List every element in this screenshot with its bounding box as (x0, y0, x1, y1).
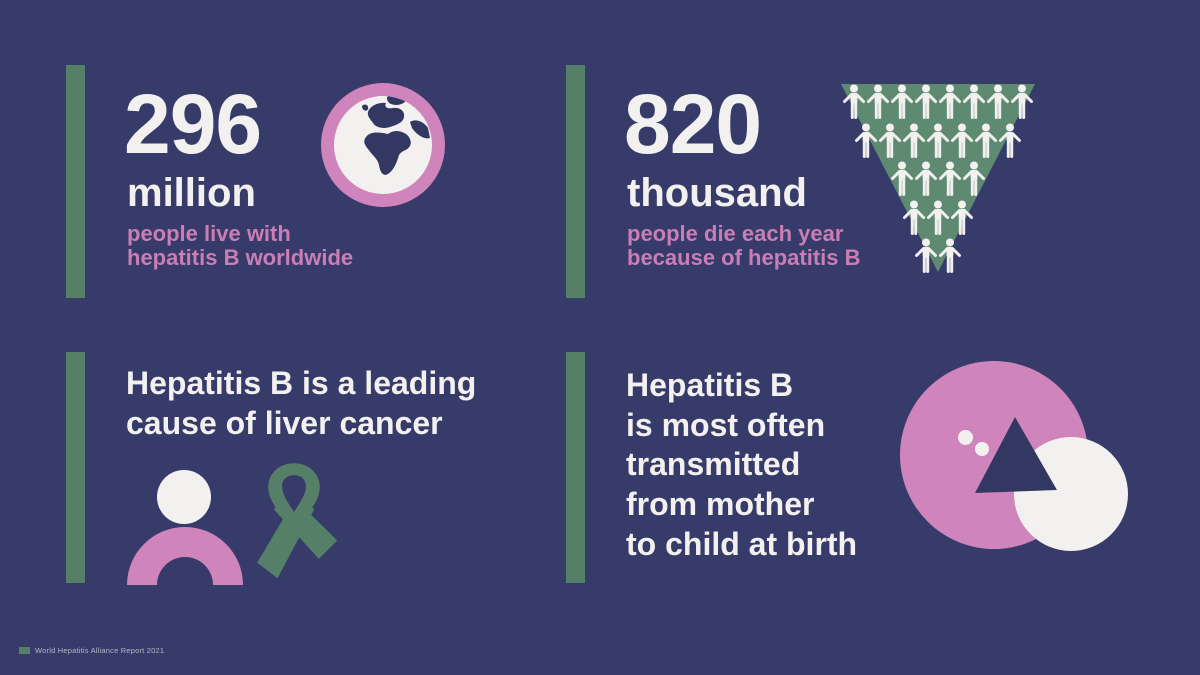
pictograph-row (841, 161, 1035, 197)
person-icon (950, 123, 974, 159)
person-body-arch-shape (127, 527, 243, 585)
accent-bar (66, 65, 85, 298)
awareness-ribbon-icon (257, 463, 338, 579)
person-icon (890, 84, 914, 120)
person-icon (914, 84, 938, 120)
person-icon (926, 123, 950, 159)
person-icon (938, 161, 962, 197)
person-icon (902, 200, 926, 236)
stat-value: 820 (624, 77, 762, 171)
fact-text: Hepatitis B is a leading cause of liver … (126, 365, 477, 441)
stat-unit: thousand (627, 171, 807, 215)
footer-credit: World Hepatitis Alliance Report 2021 (19, 646, 164, 655)
person-icon (914, 238, 938, 274)
footer-label: World Hepatitis Alliance Report 2021 (35, 646, 165, 655)
navy-triangle-shape (975, 417, 1057, 493)
stat-description: people live with hepatitis B worldwide (127, 221, 354, 270)
accent-bar (566, 65, 585, 298)
stat-value: 296 (124, 77, 262, 171)
accent-bar (66, 352, 85, 583)
person-icon (914, 161, 938, 197)
person-icon (938, 84, 962, 120)
person-icon (1010, 84, 1034, 120)
person-icon (866, 84, 890, 120)
person-icon (950, 200, 974, 236)
person-icon (938, 238, 962, 274)
person-icon (854, 123, 878, 159)
footer-green-swatch (19, 647, 30, 654)
stat-description: people die each year because of hepatiti… (627, 221, 861, 270)
people-pyramid-icon (841, 84, 1035, 274)
stat-unit: million (127, 171, 256, 215)
person-icon (842, 84, 866, 120)
small-dot-shape (975, 442, 989, 456)
person-icon (998, 123, 1022, 159)
person-icon (902, 123, 926, 159)
small-dot-shape (958, 430, 973, 445)
person-icon (974, 123, 998, 159)
people-pictograph-rows (841, 84, 1035, 274)
ribbon-loop-hole (282, 475, 306, 512)
person-icon (926, 200, 950, 236)
pictograph-row (841, 123, 1035, 159)
globe-icon (321, 83, 445, 207)
fact-text: Hepatitis B is most often transmitted fr… (626, 367, 858, 562)
person-head-shape (157, 470, 211, 524)
person-icon (878, 123, 902, 159)
person-icon (890, 161, 914, 197)
person-icon (986, 84, 1010, 120)
pictograph-row (841, 84, 1035, 120)
person-icon (962, 161, 986, 197)
pictograph-row (841, 200, 1035, 236)
person-icon (962, 84, 986, 120)
accent-bar (566, 352, 585, 583)
pictograph-row (841, 238, 1035, 274)
